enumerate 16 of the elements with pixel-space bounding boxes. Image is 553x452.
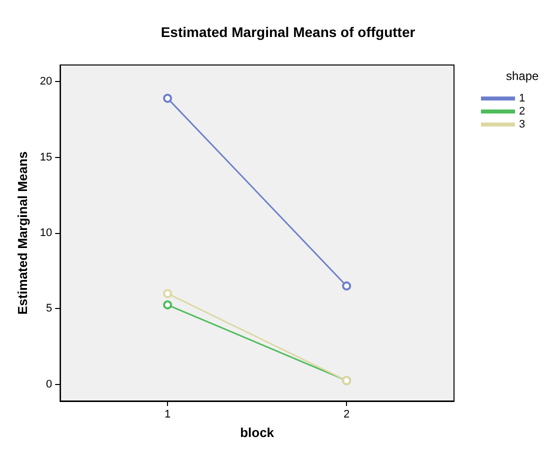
point	[163, 289, 172, 298]
y-tick-label: 20	[40, 76, 52, 88]
chart-title: Estimated Marginal Means of offgutter	[160, 24, 416, 40]
point	[163, 300, 172, 310]
point	[163, 94, 172, 103]
legend-title: shape	[506, 69, 540, 83]
x-axis-title: block	[240, 425, 275, 440]
point	[342, 281, 352, 290]
legend-label: 2	[519, 106, 526, 118]
y-axis-title: Estimated Marginal Means	[15, 151, 30, 315]
legend-label: 3	[519, 118, 526, 130]
legend-label: 1	[519, 92, 526, 104]
y-tick-label: 0	[46, 378, 52, 390]
y-tick-label: 10	[40, 227, 52, 239]
y-tick-label: 15	[40, 151, 52, 164]
y-tick-label: 5	[46, 302, 52, 315]
